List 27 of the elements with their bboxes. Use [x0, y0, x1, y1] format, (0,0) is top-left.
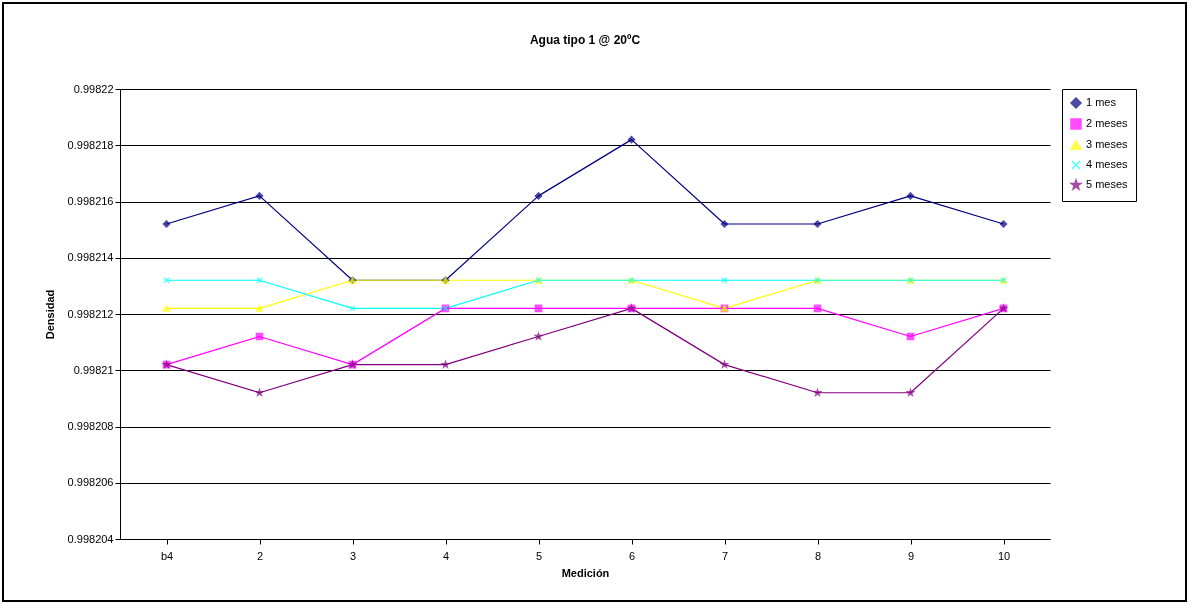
x-tick-label: 6 [628, 549, 636, 562]
y-tick-label: 0.998212 [67, 307, 114, 320]
y-tick-label: 0.99821 [73, 363, 114, 376]
x-tick-label: 3 [349, 549, 357, 562]
x-tick-label: 10 [997, 549, 1011, 562]
y-tick-label: 0.998216 [67, 195, 114, 207]
y-tick-label: 0.998206 [67, 476, 114, 489]
x-tick-label: 8 [814, 549, 822, 562]
legend-label: 5 meses [1086, 178, 1129, 190]
x-tick-label: b4 [160, 549, 174, 562]
x-tick-label: 4 [442, 549, 450, 562]
x-tick-label: 2 [256, 549, 264, 562]
y-tick-label: 0.998214 [67, 251, 114, 264]
y-tick-label: 0.998208 [67, 420, 114, 432]
legend-label: 4 meses [1086, 158, 1129, 170]
legend-label: 3 meses [1086, 138, 1129, 150]
x-tick-label: 5 [535, 549, 543, 562]
y-axis-title: Densidad [43, 289, 56, 340]
legend-label: 1 mes [1086, 96, 1117, 108]
x-tick-label: 9 [907, 549, 915, 562]
legend-label: 2 meses [1086, 117, 1129, 129]
chart-title: Agua tipo 1 @ 20ºC [529, 33, 641, 47]
x-axis-title: Medición [561, 566, 610, 579]
x-tick-label: 7 [721, 549, 729, 562]
y-tick-label: 0.99822 [73, 82, 114, 95]
y-tick-label: 0.998218 [67, 138, 114, 151]
y-tick-label: 0.998204 [67, 532, 114, 545]
